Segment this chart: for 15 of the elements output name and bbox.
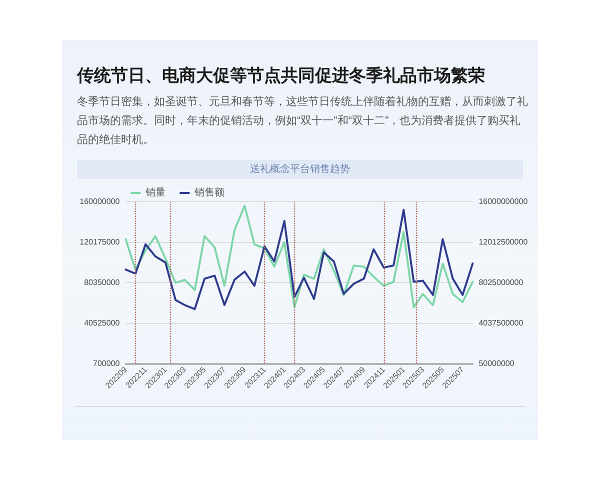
chart-title: 传统节日、电商大促等节点共同促进冬季礼品市场繁荣 <box>77 65 485 87</box>
y2-tick-label: 12012500000 <box>478 238 528 247</box>
y-tick-label: 120175000 <box>80 238 120 247</box>
chart-subtitle: 冬季节日密集，如圣诞节、元旦和春节等，这些节日传统上伴随着礼物的互赠，从而刺激了礼品市场的需求。同时，年末的促销活动，例如“双十一”和“双十二”，也为消费者提供了购买礼品的绝佳时机。 <box>77 94 529 148</box>
y-tick-label: 80350000 <box>84 278 120 287</box>
y-tick-label: 40525000 <box>84 318 120 328</box>
y-tick-label: 160000000 <box>80 197 120 206</box>
text: 送礼概念平台销售趋势 <box>77 160 523 179</box>
y2-tick-label: 4037500000 <box>478 318 524 328</box>
y2-tick-label: 8025000000 <box>478 278 524 287</box>
legend-label: 销量 <box>144 188 166 198</box>
legend-label: 销售额 <box>194 186 225 198</box>
y2-tick-label: 50000000 <box>478 358 515 368</box>
y-tick-label: 700000 <box>92 358 120 368</box>
y2-tick-label: 16000000000 <box>478 197 528 206</box>
